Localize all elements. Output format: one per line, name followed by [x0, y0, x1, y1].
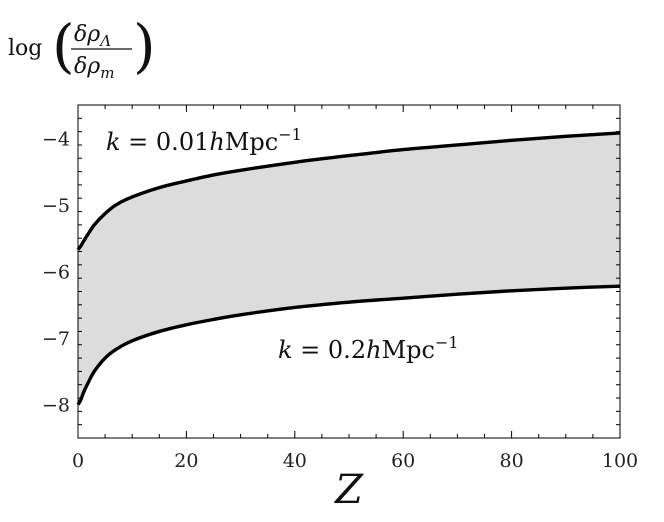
x-tick-label: 60 [391, 450, 415, 472]
series-label-0: k = 0.01hMpc−1 [106, 125, 302, 156]
x-axis-ticks: 0 20 40 60 80 100 [72, 105, 638, 472]
x-axis-title: Z [333, 467, 364, 513]
y-tick-label: −7 [42, 328, 70, 350]
y-tick-label: −4 [42, 128, 70, 150]
y-axis-title: log ( δρΛ δρm ) [8, 12, 156, 82]
x-tick-label: 40 [283, 450, 307, 472]
y-axis-title-numerator-sub: Λ [98, 32, 111, 50]
y-axis-title-close-paren: ) [133, 12, 156, 80]
y-tick-label: −8 [42, 395, 70, 417]
y-axis-title-open-paren: ( [52, 12, 75, 80]
x-tick-label: 0 [72, 450, 84, 472]
series-line-1 [76, 284, 621, 406]
filled-band [78, 132, 620, 405]
x-tick-label: 80 [500, 450, 524, 472]
y-axis-title-numerator: δρΛ [74, 22, 111, 50]
x-tick-label: 20 [174, 450, 198, 472]
y-axis-title-log: log [8, 36, 42, 61]
y-axis-title-numerator-text: δρ [74, 22, 100, 47]
y-tick-label: −6 [42, 262, 70, 284]
series-label-1: k = 0.2hMpc−1 [278, 333, 459, 364]
y-axis-title-denominator: δρm [74, 54, 114, 82]
x-tick-label: 100 [602, 450, 638, 472]
y-axis-title-denominator-text: δρ [74, 54, 100, 79]
y-axis-ticks: −8 −7 −6 −5 −4 [42, 104, 620, 439]
y-tick-label: −5 [42, 195, 70, 217]
y-axis-title-denominator-sub: m [100, 64, 114, 82]
series-line-0 [76, 131, 621, 251]
